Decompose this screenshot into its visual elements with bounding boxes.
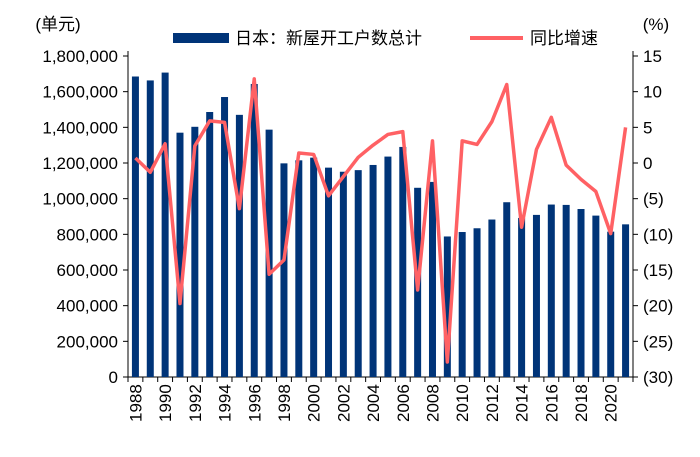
left-axis-unit: (单元)	[35, 15, 80, 34]
left-tick-label: 0	[109, 368, 118, 387]
left-tick-label: 1,400,000	[42, 118, 118, 137]
x-tick-label: 2000	[305, 384, 324, 422]
x-tick-label: 1994	[216, 384, 235, 422]
bar-2002	[340, 172, 347, 377]
bar-2017	[563, 205, 570, 377]
bar-1988	[132, 77, 139, 377]
x-tick-label: 2020	[602, 384, 621, 422]
right-tick-label: (25)	[643, 332, 673, 351]
right-tick-label: 15	[643, 47, 662, 66]
bar-2011	[474, 228, 481, 377]
x-tick-label: 2016	[542, 384, 561, 422]
bar-2015	[533, 215, 540, 377]
right-tick-label: (30)	[643, 368, 673, 387]
left-tick-label: 600,000	[57, 261, 118, 280]
x-tick-label: 2018	[572, 384, 591, 422]
bar-1999	[295, 160, 302, 377]
bar-1993	[206, 112, 213, 377]
legend-line-label: 同比增速	[530, 29, 598, 48]
x-tick-label: 1996	[245, 384, 264, 422]
bar-2003	[355, 170, 362, 377]
x-tick-label: 2012	[483, 384, 502, 422]
x-tick-label: 2010	[453, 384, 472, 422]
left-tick-label: 400,000	[57, 297, 118, 316]
left-tick-label: 1,600,000	[42, 83, 118, 102]
bar-1990	[162, 73, 169, 377]
bar-2006	[399, 147, 406, 377]
left-tick-label: 200,000	[57, 332, 118, 351]
bar-2001	[325, 168, 332, 377]
left-tick-label: 1,800,000	[42, 47, 118, 66]
right-tick-label: 10	[643, 83, 662, 102]
bar-2013	[503, 202, 510, 377]
x-tick-label: 2008	[423, 384, 442, 422]
right-tick-label: (20)	[643, 297, 673, 316]
bar-2020	[607, 232, 614, 377]
x-tick-label: 2006	[394, 384, 413, 422]
bar-1989	[147, 80, 154, 377]
x-tick-label: 1992	[186, 384, 205, 422]
right-tick-label: (5)	[643, 190, 664, 209]
bar-2014	[518, 218, 525, 377]
right-tick-label: (10)	[643, 225, 673, 244]
bar-2004	[370, 165, 377, 377]
bar-2019	[592, 216, 599, 377]
x-tick-label: 2014	[513, 384, 532, 422]
bar-2010	[459, 232, 466, 377]
bar-2018	[578, 209, 585, 377]
bar-2016	[548, 205, 555, 377]
legend-bar-swatch	[173, 33, 229, 43]
left-tick-label: 1,000,000	[42, 190, 118, 209]
bar-1995	[236, 115, 243, 377]
bar-1991	[176, 133, 183, 377]
bar-2021	[622, 224, 629, 377]
bar-2012	[488, 220, 495, 377]
legend-bar-label: 日本：新屋开工户数总计	[235, 29, 422, 48]
x-tick-label: 2002	[334, 384, 353, 422]
x-tick-label: 2004	[364, 384, 383, 422]
right-tick-label: 0	[643, 154, 652, 173]
bar-2000	[310, 158, 317, 377]
right-tick-label: (15)	[643, 261, 673, 280]
bar-2008	[429, 182, 436, 377]
left-tick-label: 800,000	[57, 225, 118, 244]
left-tick-label: 1,200,000	[42, 154, 118, 173]
x-tick-label: 1998	[275, 384, 294, 422]
right-axis-unit: (%)	[643, 15, 669, 34]
bar-2005	[384, 157, 391, 377]
right-tick-label: 5	[643, 118, 652, 137]
x-tick-label: 1990	[156, 384, 175, 422]
x-tick-label: 1988	[126, 384, 145, 422]
bar-1998	[280, 163, 287, 377]
